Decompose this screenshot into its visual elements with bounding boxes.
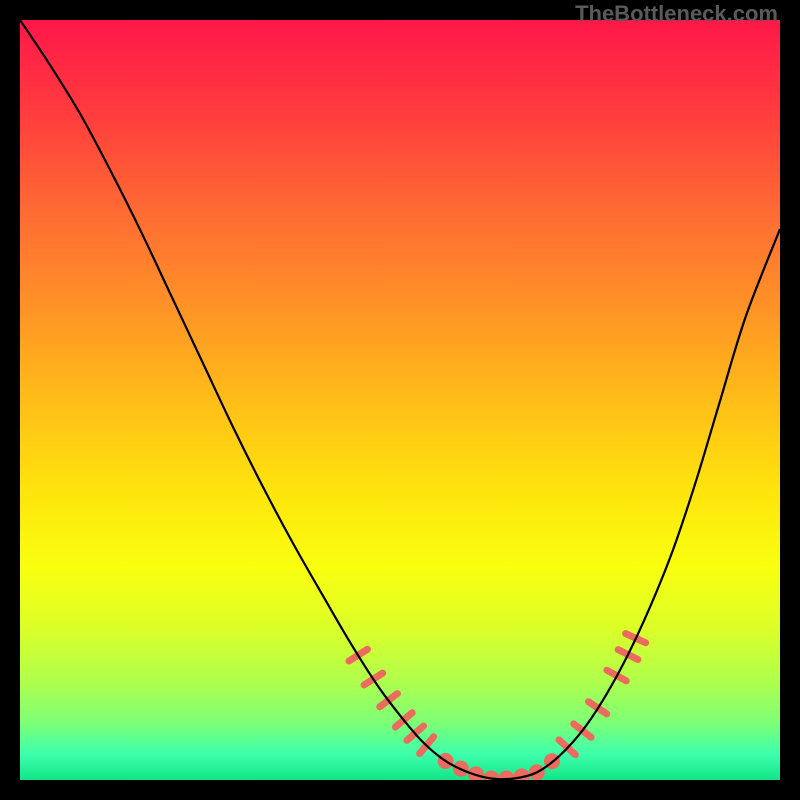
gradient-background (20, 20, 780, 780)
plot-area (20, 20, 780, 780)
watermark-text: TheBottleneck.com (575, 1, 778, 27)
chart-frame: TheBottleneck.com (0, 0, 800, 800)
plot-svg (20, 20, 780, 780)
